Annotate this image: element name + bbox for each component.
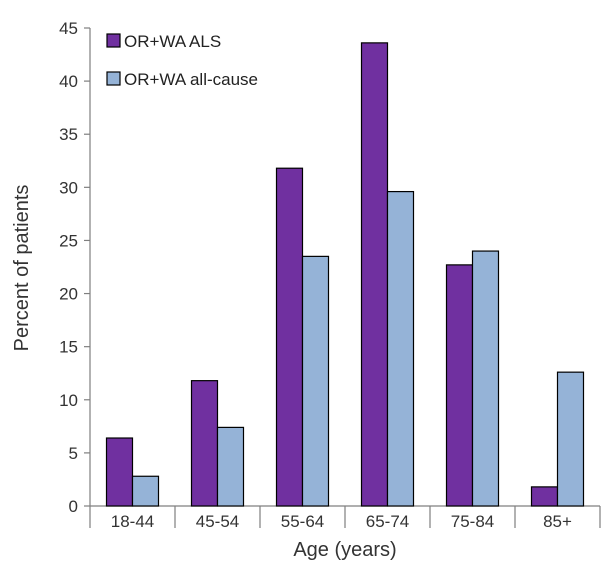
y-tick-label: 5	[69, 444, 78, 463]
bar-als-65-74	[360, 42, 389, 507]
legend-swatch	[106, 33, 121, 48]
legend-swatch	[106, 71, 121, 86]
y-tick-label: 25	[59, 231, 78, 250]
x-tick-label: 18-44	[111, 512, 154, 531]
y-axis: 0 5 10 15 20 25 30 35 40 45	[59, 19, 91, 516]
y-axis-title: Percent of patients	[11, 185, 33, 352]
y-tick-label: 45	[59, 19, 78, 38]
bar-all-cause-55-64	[301, 255, 330, 507]
x-tick-label: 45-54	[196, 512, 239, 531]
x-tick-label: 65-74	[366, 512, 409, 531]
y-tick-label: 40	[59, 72, 78, 91]
bars	[105, 42, 585, 507]
bar-als-18-44	[105, 437, 134, 507]
x-tick-label: 85+	[543, 512, 572, 531]
y-tick-label: 10	[59, 391, 78, 410]
legend-label: OR+WA ALS	[124, 32, 221, 51]
bar-als-45-54	[190, 380, 219, 507]
x-axis-title: Age (years)	[293, 539, 396, 561]
x-tick-label: 55-64	[281, 512, 324, 531]
x-tick-label: 75-84	[451, 512, 494, 531]
bar-als-75-84	[445, 264, 474, 507]
bar-als-55-64	[275, 167, 304, 507]
legend-label: OR+WA all-cause	[124, 70, 258, 89]
bar-all-cause-75-84	[471, 250, 500, 507]
y-tick-label: 35	[59, 125, 78, 144]
bar-all-cause-45-54	[216, 426, 245, 507]
bar-all-cause-18-44	[131, 475, 160, 507]
y-tick-label: 0	[69, 497, 78, 516]
y-tick-label: 30	[59, 178, 78, 197]
legend: OR+WA ALS OR+WA all-cause	[106, 32, 258, 89]
x-axis: 18-44 45-54 55-64 65-74 75-84 85+	[89, 505, 601, 531]
bar-all-cause-65-74	[386, 190, 415, 507]
bar-als-85+	[530, 486, 559, 507]
y-tick-label: 20	[59, 285, 78, 304]
bar-all-cause-85+	[556, 371, 585, 507]
y-tick-label: 15	[59, 338, 78, 357]
